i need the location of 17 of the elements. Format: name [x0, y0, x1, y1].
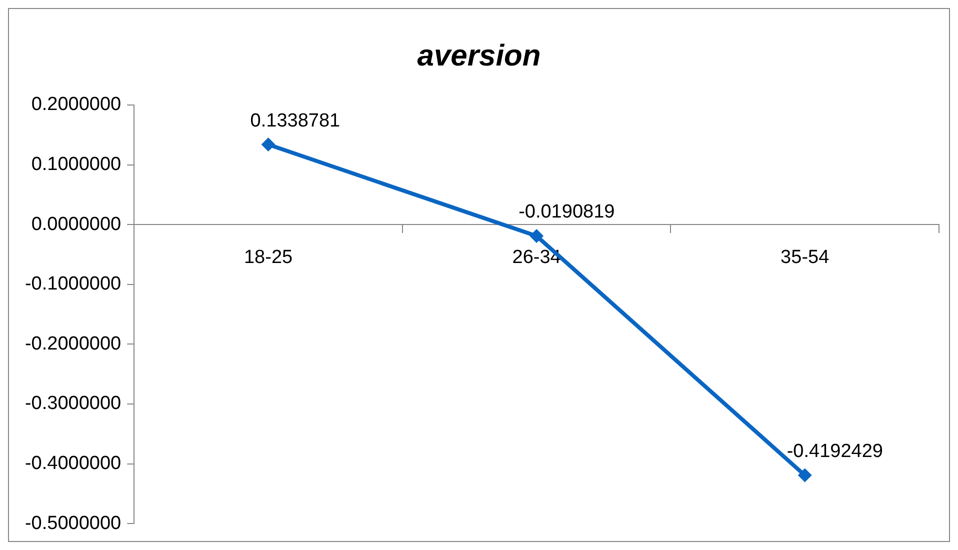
- y-tick-label: -0.1000000: [24, 274, 122, 295]
- point: [261, 138, 276, 152]
- y-tick-label: 0.1000000: [31, 154, 122, 176]
- y-tick-label: -0.5000000: [24, 512, 122, 534]
- y-tick-label: 0.2000000: [31, 94, 122, 116]
- x-tick-label: 35-54: [780, 247, 830, 268]
- chart-title: aversion: [417, 39, 541, 72]
- y-tick-label: -0.2000000: [24, 333, 122, 354]
- y-tick-label: 0.0000000: [31, 214, 122, 235]
- y-tick-label: -0.4000000: [24, 453, 122, 474]
- point: [530, 229, 544, 244]
- data-label: 0.1338781: [250, 110, 340, 132]
- y-tick-label: -0.3000000: [24, 393, 122, 414]
- data-label: -0.0190819: [518, 202, 615, 223]
- x-tick-label: 18-25: [244, 247, 293, 268]
- point: [798, 468, 812, 482]
- data-label: -0.4192429: [786, 441, 884, 462]
